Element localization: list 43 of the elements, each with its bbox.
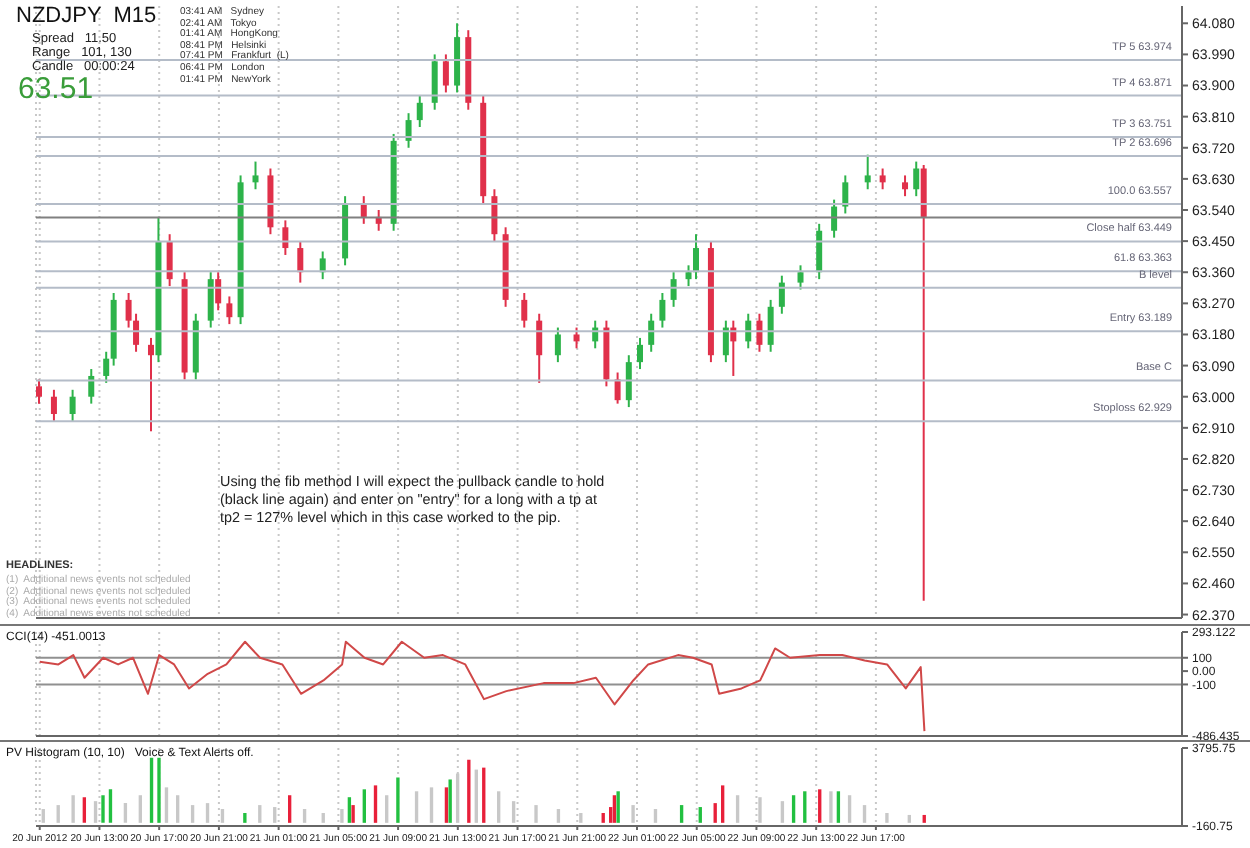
candlestick — [573, 326, 580, 350]
candlestick — [405, 112, 412, 149]
candlestick — [536, 312, 543, 384]
candlestick — [36, 378, 42, 405]
candlestick — [920, 164, 927, 602]
candlestick — [722, 319, 729, 364]
candlestick — [842, 174, 849, 215]
candlestick — [88, 368, 95, 405]
candlestick — [778, 274, 785, 315]
candlestick — [226, 295, 233, 326]
candlestick — [442, 53, 449, 94]
candlestick — [215, 271, 222, 312]
candlestick — [166, 233, 173, 288]
candlestick — [554, 326, 561, 364]
candlestick — [521, 291, 528, 329]
annotation: 63.51 — [18, 72, 94, 106]
candlestick — [670, 271, 677, 308]
candlestick — [864, 153, 871, 191]
candlestick — [416, 94, 423, 129]
candlestick — [797, 264, 804, 291]
candlestick — [297, 240, 304, 284]
candlestick — [648, 312, 655, 353]
candlestick — [659, 291, 666, 329]
candlestick — [103, 350, 110, 384]
candlestick — [879, 167, 886, 191]
chart-title: NZDJPY M15 — [16, 4, 157, 28]
candlestick — [207, 271, 214, 329]
line-series — [38, 640, 926, 733]
candlestick — [50, 388, 57, 422]
candlestick — [431, 53, 438, 111]
candlestick — [756, 312, 763, 353]
candlestick — [614, 371, 621, 405]
candlestick — [637, 336, 643, 371]
candlestick — [147, 336, 154, 433]
candlestick — [902, 174, 909, 198]
candlestick — [913, 160, 920, 198]
candlestick — [767, 298, 774, 353]
candlestick — [692, 233, 699, 281]
candlestick — [831, 198, 838, 239]
candlestick — [252, 160, 259, 191]
candlestick — [282, 219, 289, 256]
candlestick — [625, 354, 632, 409]
candlestick — [69, 388, 76, 422]
